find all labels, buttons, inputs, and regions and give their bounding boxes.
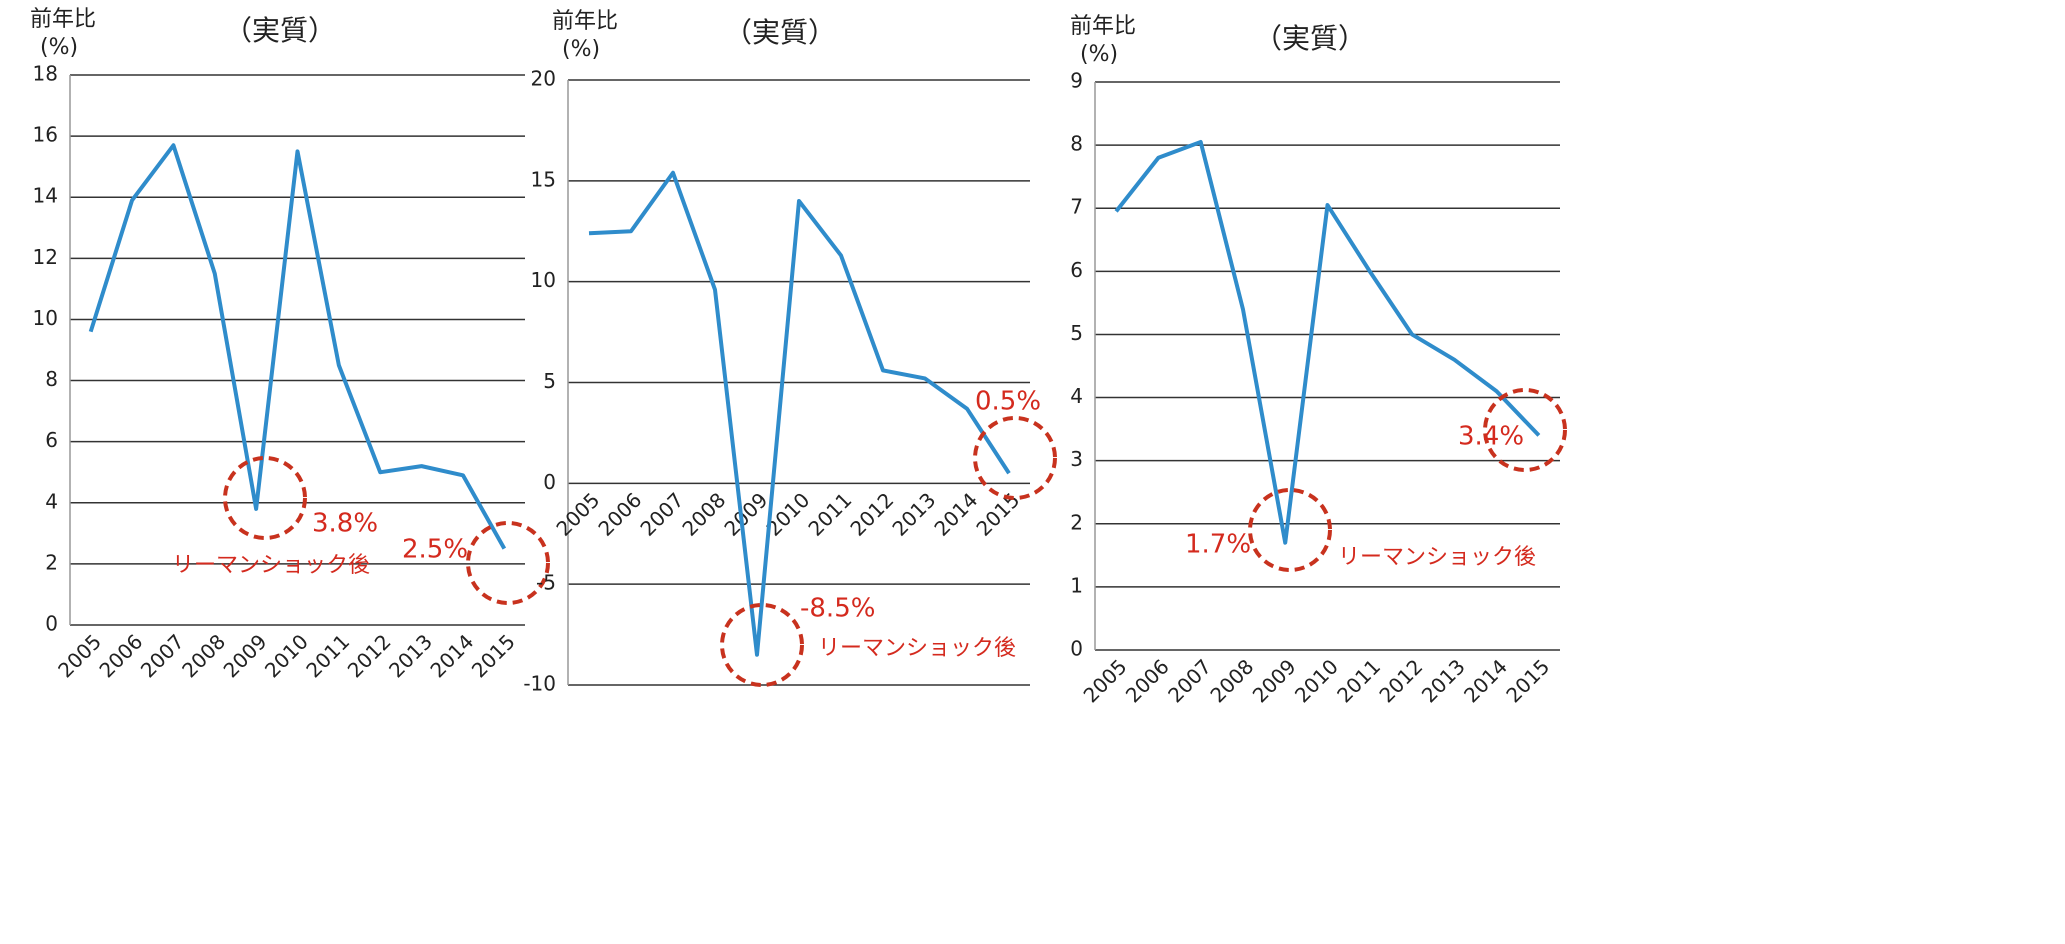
y-tick-label: 1: [1070, 573, 1083, 597]
y-tick-label: -5: [536, 571, 556, 595]
y-tick-label: 18: [33, 62, 58, 86]
highlight-circle: [973, 416, 1057, 500]
x-tick-label: 2012: [343, 629, 396, 682]
highlight-circle: [223, 456, 307, 540]
x-tick-label: 2007: [1163, 654, 1216, 707]
y-tick-label: 6: [1070, 258, 1083, 282]
x-tick-label: 2011: [803, 488, 856, 541]
x-tick-label: 2007: [136, 629, 189, 682]
x-tick-label: 2009: [719, 488, 772, 541]
y-axis-label: 前年比: [1070, 14, 1136, 39]
x-tick-label: 2009: [1248, 654, 1301, 707]
x-tick-label: 2013: [887, 488, 940, 541]
y-tick-label: 0: [543, 470, 556, 494]
x-tick-label: 2014: [425, 629, 478, 682]
annotation: リーマンショック後: [172, 553, 370, 578]
annotation: -8.5%: [800, 594, 875, 624]
data-line: [88, 143, 507, 550]
y-axis-unit: (%): [562, 37, 600, 62]
annotation: 1.7%: [1185, 530, 1251, 560]
x-tick-label: 2014: [1459, 654, 1512, 707]
y-tick-label: 5: [543, 369, 556, 393]
x-tick-label: 2013: [1417, 654, 1470, 707]
y-tick-label: 15: [531, 167, 556, 191]
data-line: [1114, 139, 1541, 545]
x-tick-label: 2011: [1332, 654, 1385, 707]
x-tick-label: 2012: [845, 488, 898, 541]
x-tick-label: 2015: [467, 629, 520, 682]
y-tick-label: 9: [1070, 69, 1083, 93]
y-tick-label: 10: [531, 268, 556, 292]
y-tick-label: 12: [33, 245, 58, 269]
y-tick-label: 2: [45, 550, 58, 574]
chart-title: （実質）: [224, 14, 336, 47]
x-tick-label: 2009: [219, 629, 272, 682]
y-tick-label: -10: [523, 672, 556, 696]
data-line: [588, 170, 1011, 657]
y-tick-label: 0: [1070, 637, 1083, 661]
highlight-circle: [720, 603, 804, 687]
annotation: リーマンショック後: [1338, 545, 1536, 570]
highlight-circle: [466, 521, 550, 605]
x-tick-label: 2013: [384, 629, 437, 682]
x-tick-label: 2010: [260, 629, 313, 682]
annotation: 3.4%: [1458, 422, 1524, 452]
y-axis-label: 前年比: [552, 9, 618, 34]
x-tick-label: 2008: [177, 629, 230, 682]
highlight-circle: [1248, 488, 1332, 572]
x-tick-label: 2014: [929, 488, 982, 541]
x-tick-label: 2005: [551, 488, 604, 541]
annotation: 2.5%: [402, 535, 468, 565]
y-axis-label: 前年比: [30, 7, 96, 32]
y-tick-label: 2: [1070, 510, 1083, 534]
x-tick-label: 2008: [1205, 654, 1258, 707]
chart-title: （実質）: [1254, 22, 1366, 55]
y-tick-label: 0: [45, 612, 58, 636]
chart-title: （実質）: [724, 16, 836, 49]
y-tick-label: 7: [1070, 195, 1083, 219]
y-axis-unit: (%): [1080, 42, 1118, 67]
x-tick-label: 2011: [301, 629, 354, 682]
x-tick-label: 2005: [1079, 654, 1132, 707]
x-tick-label: 2006: [95, 629, 148, 682]
y-tick-label: 10: [33, 306, 58, 330]
annotation: 0.5%: [975, 387, 1041, 417]
x-tick-label: 2008: [677, 488, 730, 541]
y-tick-label: 8: [1070, 132, 1083, 156]
annotation: 3.8%: [312, 509, 378, 539]
x-tick-label: 2010: [1290, 654, 1343, 707]
x-tick-label: 2006: [593, 488, 646, 541]
x-tick-label: 2007: [635, 488, 688, 541]
x-tick-label: 2005: [53, 629, 106, 682]
y-tick-label: 4: [45, 489, 58, 513]
x-tick-label: 2015: [971, 488, 1024, 541]
y-tick-label: 8: [45, 367, 58, 391]
x-tick-label: 2015: [1501, 654, 1554, 707]
y-tick-label: 5: [1070, 321, 1083, 345]
y-axis-unit: (%): [40, 35, 78, 60]
x-tick-label: 2012: [1375, 654, 1428, 707]
x-tick-label: 2006: [1121, 654, 1174, 707]
highlight-circle: [1483, 388, 1567, 472]
y-tick-label: 20: [531, 67, 556, 91]
annotation: リーマンショック後: [818, 636, 1016, 661]
y-tick-label: 14: [33, 184, 58, 208]
y-tick-label: 6: [45, 428, 58, 452]
y-tick-label: 4: [1070, 384, 1083, 408]
y-tick-label: 16: [33, 123, 58, 147]
y-tick-label: 3: [1070, 447, 1083, 471]
